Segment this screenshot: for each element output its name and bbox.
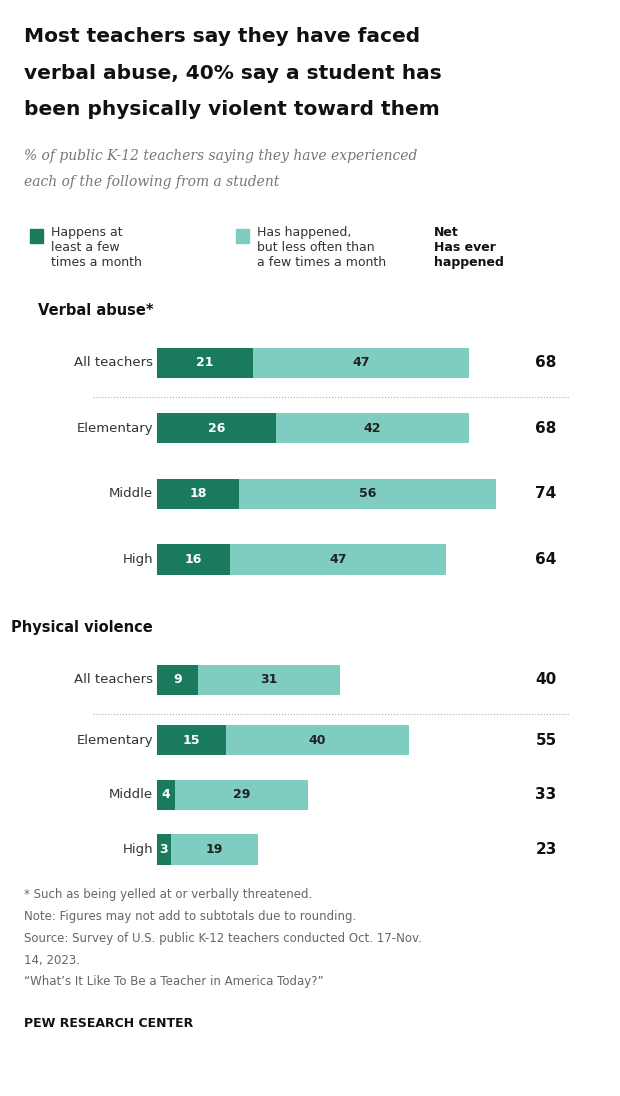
Bar — [157, 545, 230, 574]
Text: 15: 15 — [182, 733, 200, 746]
Text: All teachers: All teachers — [74, 356, 153, 369]
Bar — [157, 347, 253, 378]
Text: 74: 74 — [536, 487, 557, 501]
Bar — [157, 665, 198, 695]
Text: Note: Figures may not add to subtotals due to rounding.: Note: Figures may not add to subtotals d… — [24, 910, 356, 923]
Text: High: High — [123, 553, 153, 566]
Bar — [276, 413, 469, 443]
Text: % of public K-12 teachers saying they have experienced: % of public K-12 teachers saying they ha… — [24, 149, 417, 163]
Text: Verbal abuse*: Verbal abuse* — [38, 304, 153, 318]
Bar — [157, 834, 171, 865]
Text: 3: 3 — [159, 843, 168, 856]
Bar — [157, 413, 276, 443]
Text: High: High — [123, 843, 153, 856]
Text: 16: 16 — [185, 553, 202, 566]
Text: 56: 56 — [359, 488, 376, 501]
Bar — [175, 779, 308, 810]
Text: “What’s It Like To Be a Teacher in America Today?”: “What’s It Like To Be a Teacher in Ameri… — [24, 975, 323, 989]
Text: 26: 26 — [208, 422, 225, 435]
Text: verbal abuse, 40% say a student has: verbal abuse, 40% say a student has — [24, 64, 441, 82]
Text: been physically violent toward them: been physically violent toward them — [24, 100, 440, 118]
Text: 68: 68 — [536, 421, 557, 436]
Bar — [230, 545, 446, 574]
Bar — [198, 665, 340, 695]
Text: Source: Survey of U.S. public K-12 teachers conducted Oct. 17-Nov.: Source: Survey of U.S. public K-12 teach… — [24, 932, 422, 945]
Bar — [170, 834, 258, 865]
Text: 47: 47 — [329, 553, 347, 566]
Bar — [253, 347, 469, 378]
Text: 31: 31 — [260, 673, 278, 686]
Bar — [239, 479, 497, 509]
Text: Elementary: Elementary — [76, 733, 153, 746]
Bar — [157, 479, 239, 509]
Text: All teachers: All teachers — [74, 673, 153, 686]
Text: 18: 18 — [190, 488, 207, 501]
Text: Elementary: Elementary — [76, 422, 153, 435]
Text: Net
Has ever
happened: Net Has ever happened — [434, 226, 504, 269]
Text: 23: 23 — [536, 842, 557, 857]
Text: 33: 33 — [536, 787, 557, 802]
Bar — [157, 726, 226, 755]
Text: 9: 9 — [173, 673, 182, 686]
Text: PEW RESEARCH CENTER: PEW RESEARCH CENTER — [24, 1017, 193, 1030]
Text: 14, 2023.: 14, 2023. — [24, 954, 79, 967]
Text: 47: 47 — [352, 356, 370, 369]
Text: Most teachers say they have faced: Most teachers say they have faced — [24, 27, 420, 46]
Text: 4: 4 — [162, 788, 170, 801]
Text: Happens at
least a few
times a month: Happens at least a few times a month — [51, 226, 142, 269]
Text: 40: 40 — [309, 733, 326, 746]
Text: 64: 64 — [536, 552, 557, 567]
Text: * Such as being yelled at or verbally threatened.: * Such as being yelled at or verbally th… — [24, 888, 312, 901]
Text: 42: 42 — [364, 422, 381, 435]
Text: 55: 55 — [536, 732, 557, 747]
Text: Middle: Middle — [109, 488, 153, 501]
Text: Has happened,
but less often than
a few times a month: Has happened, but less often than a few … — [257, 226, 386, 269]
Text: 21: 21 — [197, 356, 214, 369]
Text: 68: 68 — [536, 355, 557, 370]
Text: each of the following from a student: each of the following from a student — [24, 175, 279, 190]
Bar — [226, 726, 409, 755]
Bar — [157, 779, 175, 810]
Text: Middle: Middle — [109, 788, 153, 801]
Text: Physical violence: Physical violence — [11, 620, 153, 636]
Text: 19: 19 — [205, 843, 223, 856]
Text: 29: 29 — [233, 788, 250, 801]
Text: 40: 40 — [536, 672, 557, 687]
